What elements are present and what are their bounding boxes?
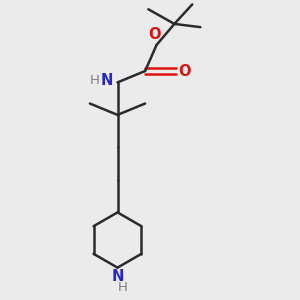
Text: H: H (118, 281, 128, 294)
Text: N: N (100, 73, 112, 88)
Text: N: N (111, 269, 124, 284)
Text: H: H (90, 74, 100, 87)
Text: O: O (178, 64, 191, 79)
Text: O: O (148, 27, 161, 42)
